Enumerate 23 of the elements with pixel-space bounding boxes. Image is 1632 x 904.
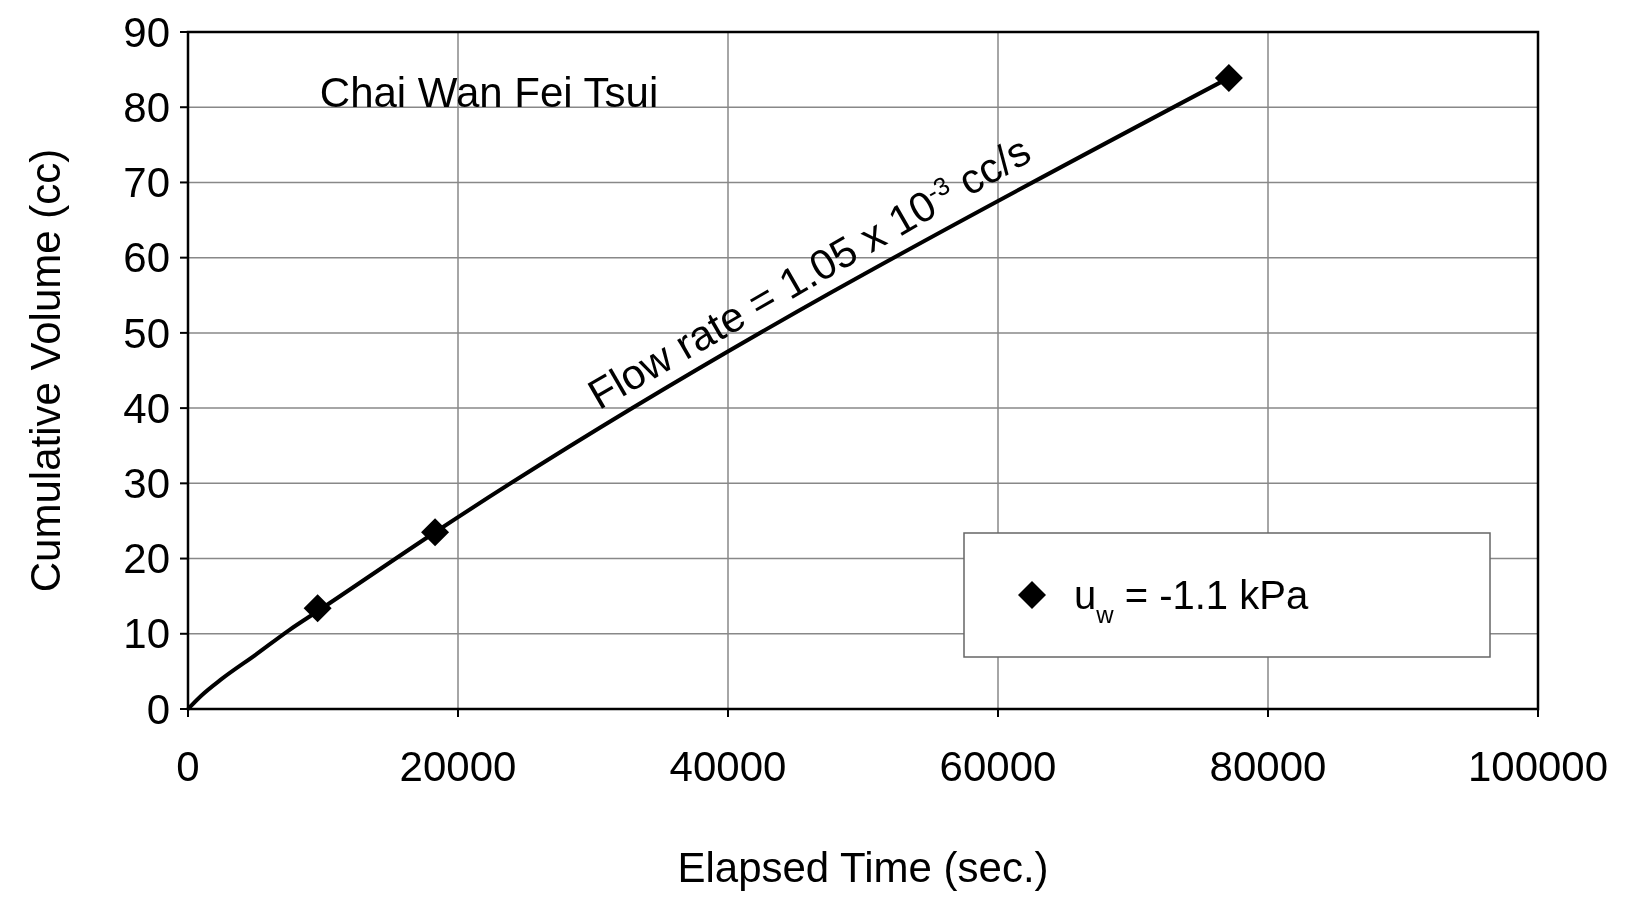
x-tick-label: 100000 <box>1467 743 1609 790</box>
x-axis-title: Elapsed Time (sec.) <box>677 844 1049 891</box>
point <box>303 594 332 623</box>
y-tick-label: 30 <box>123 460 170 508</box>
x-tick-label: 80000 <box>1209 743 1327 790</box>
y-tick-label: 0 <box>146 685 170 733</box>
y-tick-label: 90 <box>123 8 170 56</box>
legend-label: u$_{w}$ = -1.1 kPa <box>1074 573 1309 628</box>
point <box>421 518 450 547</box>
x-tick-label: 60000 <box>939 743 1057 790</box>
point <box>1214 63 1243 92</box>
x-tick-label: 40000 <box>669 743 787 790</box>
y-tick-label: 20 <box>123 535 170 583</box>
y-tick-label: 60 <box>123 234 170 282</box>
x-tick-label: 20000 <box>399 743 517 790</box>
y-tick-label: 80 <box>123 83 170 131</box>
text: Chai Wan Fei Tsui <box>319 68 659 116</box>
y-tick-label: 50 <box>123 309 170 357</box>
y-tick-label: 40 <box>123 384 170 432</box>
y-axis-title: Cumulative Volume (cc) <box>22 148 69 593</box>
y-tick-label: 70 <box>123 159 170 207</box>
x-tick-label: 0 <box>176 743 200 790</box>
y-tick-label: 10 <box>123 610 170 658</box>
